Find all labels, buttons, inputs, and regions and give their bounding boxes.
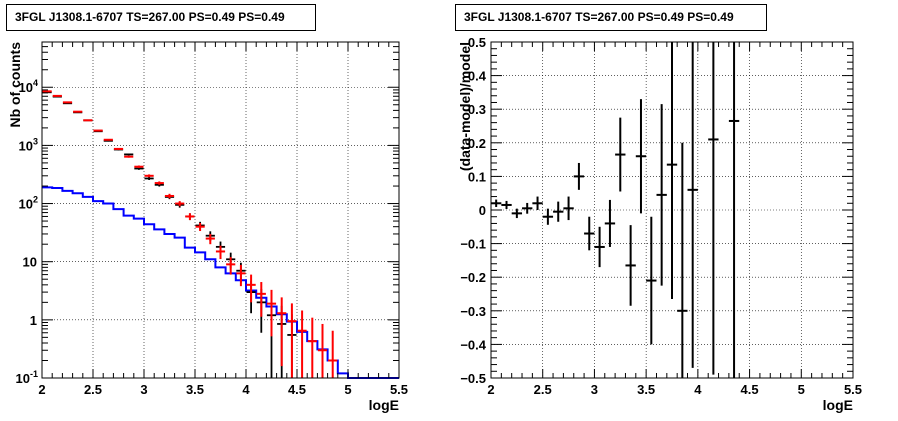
left-x-tick-label: 2.5 bbox=[84, 382, 102, 397]
right-y-tick-label: −0.3 bbox=[460, 304, 486, 319]
left-plot-title: 3FGL J1308.1-6707 TS=267.00 PS=0.49 PS=0… bbox=[6, 4, 316, 31]
right-y-axis-label: (data-model)/model bbox=[457, 42, 473, 171]
left-x-tick-label: 5 bbox=[344, 382, 351, 397]
left-x-tick-label: 3 bbox=[140, 382, 147, 397]
right-x-tick-label: 3.5 bbox=[637, 382, 655, 397]
right-plot-title: 3FGL J1308.1-6707 TS=267.00 PS=0.49 PS=0… bbox=[455, 4, 767, 31]
left-x-tick-label: 2 bbox=[38, 382, 45, 397]
right-x-tick-label: 5.5 bbox=[844, 382, 862, 397]
right-y-tick-label: −0.1 bbox=[460, 237, 486, 252]
right-x-tick-label: 4 bbox=[694, 382, 702, 397]
right-x-tick-label: 2.5 bbox=[534, 382, 552, 397]
right-y-tick-label: −0.2 bbox=[460, 270, 486, 285]
left-y-axis-label: Nb of counts bbox=[7, 42, 23, 128]
right-y-tick-label: 0.3 bbox=[468, 102, 486, 117]
left-x-tick-label: 5.5 bbox=[390, 382, 408, 397]
left-plot-frame bbox=[41, 41, 400, 379]
left-y-tick-label: 10-1 bbox=[16, 369, 38, 386]
right-y-tick-label: 0.2 bbox=[468, 136, 486, 151]
left-x-axis-label: logE bbox=[369, 397, 399, 413]
right-x-axis-label: logE bbox=[823, 397, 853, 413]
right-x-tick-label: 2 bbox=[487, 382, 494, 397]
right-y-tick-label: 0.4 bbox=[468, 69, 487, 84]
right-x-tick-label: 3 bbox=[591, 382, 598, 397]
right-y-tick-label: −0.4 bbox=[460, 337, 486, 352]
left-y-tick-label: 1 bbox=[30, 313, 37, 328]
left-y-tick-label: 102 bbox=[19, 195, 38, 212]
right-y-tick-label: 0.5 bbox=[468, 35, 486, 50]
left-y-tick-label: 10 bbox=[23, 255, 37, 270]
right-y-tick-label: −0.5 bbox=[460, 371, 486, 386]
left-y-tick-label: 104 bbox=[19, 78, 38, 95]
left-x-tick-label: 4.5 bbox=[288, 382, 306, 397]
right-y-tick-label: 0.1 bbox=[468, 169, 486, 184]
right-y-tick-label: 0 bbox=[479, 203, 486, 218]
left-plot-area bbox=[42, 42, 399, 378]
left-x-tick-label: 4 bbox=[242, 382, 250, 397]
left-x-tick-label: 3.5 bbox=[186, 382, 204, 397]
right-x-tick-label: 5 bbox=[798, 382, 805, 397]
left-y-tick-label: 103 bbox=[19, 136, 38, 153]
right-x-tick-label: 4.5 bbox=[741, 382, 759, 397]
